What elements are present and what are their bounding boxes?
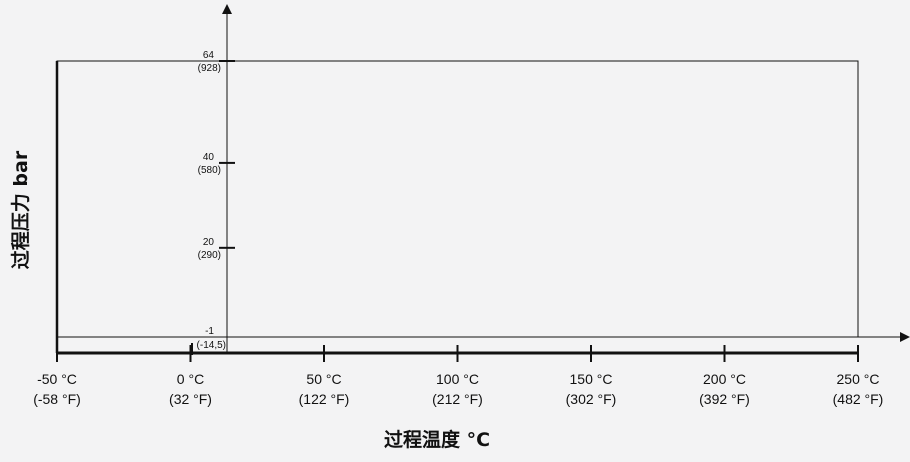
y-tick-sublabel: (580) [198, 165, 221, 176]
x-tick-sublabel: (-58 °F) [33, 391, 81, 407]
x-tick-label: 0 °C [177, 371, 204, 387]
y-axis-title: 过程压力 bar [9, 150, 32, 269]
y-tick-label: 40 [203, 152, 215, 163]
y-tick-sublabel: (928) [198, 63, 221, 74]
plot-layer: -50 °C (-58 °F) 0 °C (32 °F) 50 °C (122 °F) 10… [33, 4, 910, 407]
y-tick-sublabel: (290) [198, 250, 221, 261]
x-tick-label: 150 °C [570, 371, 613, 387]
x-tick-label: 100 °C [436, 371, 479, 387]
x-tick-label: 250 °C [837, 371, 880, 387]
x-tick-sublabel: (32 °F) [169, 391, 212, 407]
x-tick-sublabel: (392 °F) [699, 391, 750, 407]
y-tick-label: -1 [205, 326, 214, 337]
y-tick-label: 20 [203, 237, 215, 248]
x-tick-label: 50 °C [306, 371, 341, 387]
x-tick-label: -50 °C [37, 371, 77, 387]
x-axis-title: 过程温度 °C [384, 428, 490, 451]
x-tick-label: 200 °C [703, 371, 746, 387]
x-tick-sublabel: (482 °F) [833, 391, 884, 407]
x-tick-sublabel: (122 °F) [299, 391, 350, 407]
y-tick-label: 64 [203, 50, 215, 61]
y-tick-sublabel: (-14,5) [197, 340, 226, 351]
x-tick-sublabel: (302 °F) [566, 391, 617, 407]
operating-range-outline [56, 60, 859, 338]
x-tick-sublabel: (212 °F) [432, 391, 483, 407]
